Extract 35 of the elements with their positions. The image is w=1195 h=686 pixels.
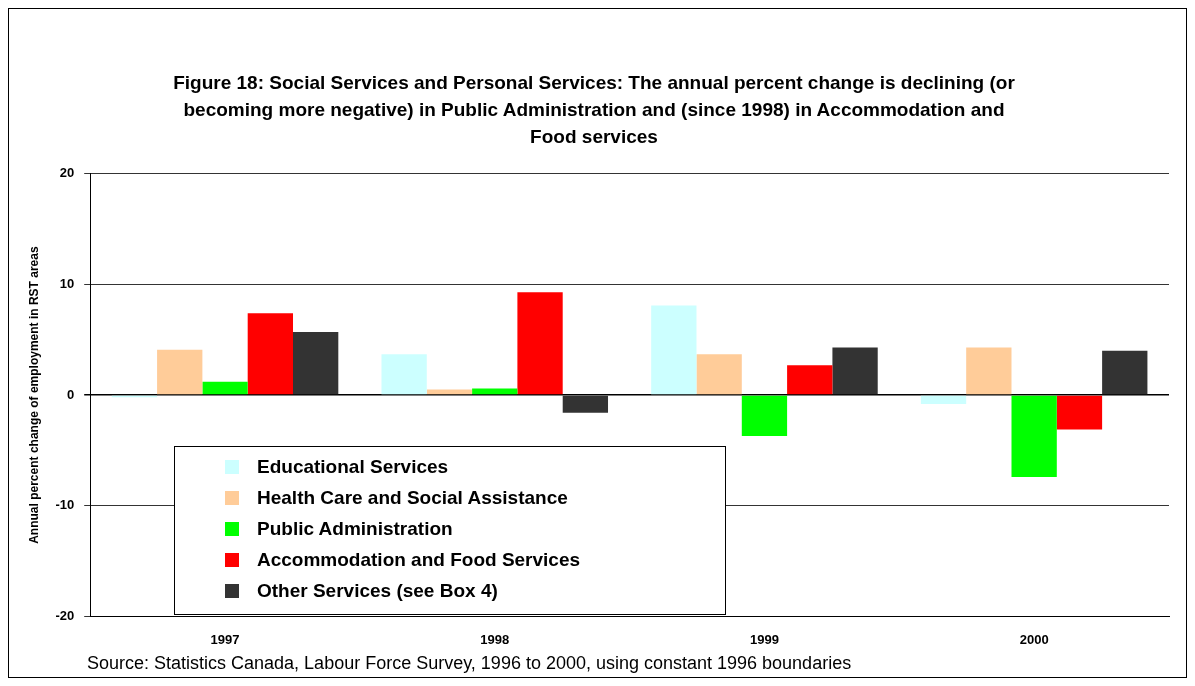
bar xyxy=(741,395,788,437)
chart-title: Figure 18: Social Services and Personal Services: The annual percent change is declining (or becoming more negative) in Public Administration and (since 1998) in Accommodation and Food services xyxy=(172,71,1016,149)
bar xyxy=(157,349,203,395)
x-tick-label: 1997 xyxy=(210,631,240,647)
source-note: Source: Statistics Canada, Labour Force Survey, 1996 to 2000, using constant 1996 boundaries xyxy=(87,653,852,674)
legend-label: Other Services (see Box 4) xyxy=(257,579,498,602)
y-tick-label: 10 xyxy=(59,276,75,292)
bar xyxy=(787,365,833,395)
bar xyxy=(202,381,248,395)
y-tick-label: 0 xyxy=(66,386,75,402)
bar xyxy=(832,347,878,395)
y-tick-label: -10 xyxy=(55,497,75,513)
y-tick-label: -20 xyxy=(55,607,75,623)
legend-label: Educational Services xyxy=(257,455,449,478)
bar xyxy=(293,332,339,395)
bar xyxy=(651,305,697,395)
bar xyxy=(1056,395,1103,430)
x-tick-label: 1998 xyxy=(480,631,510,647)
bar xyxy=(247,313,294,395)
bar xyxy=(472,388,518,395)
x-tick-label: 1999 xyxy=(749,631,779,647)
bar xyxy=(517,292,563,395)
bar xyxy=(920,395,967,404)
legend-label: Accommodation and Food Services xyxy=(257,548,581,571)
y-axis-title: Annual percent change of employment in RST areas xyxy=(26,246,41,544)
bar xyxy=(966,347,1012,395)
bar xyxy=(1011,395,1057,477)
x-tick-label: 2000 xyxy=(1019,631,1049,647)
legend-label: Public Administration xyxy=(257,517,453,540)
bar xyxy=(1102,350,1148,395)
bar xyxy=(381,354,427,395)
bar xyxy=(562,395,609,413)
bar xyxy=(696,354,742,395)
y-tick-label: 20 xyxy=(59,165,75,181)
legend-label: Health Care and Social Assistance xyxy=(257,486,568,509)
